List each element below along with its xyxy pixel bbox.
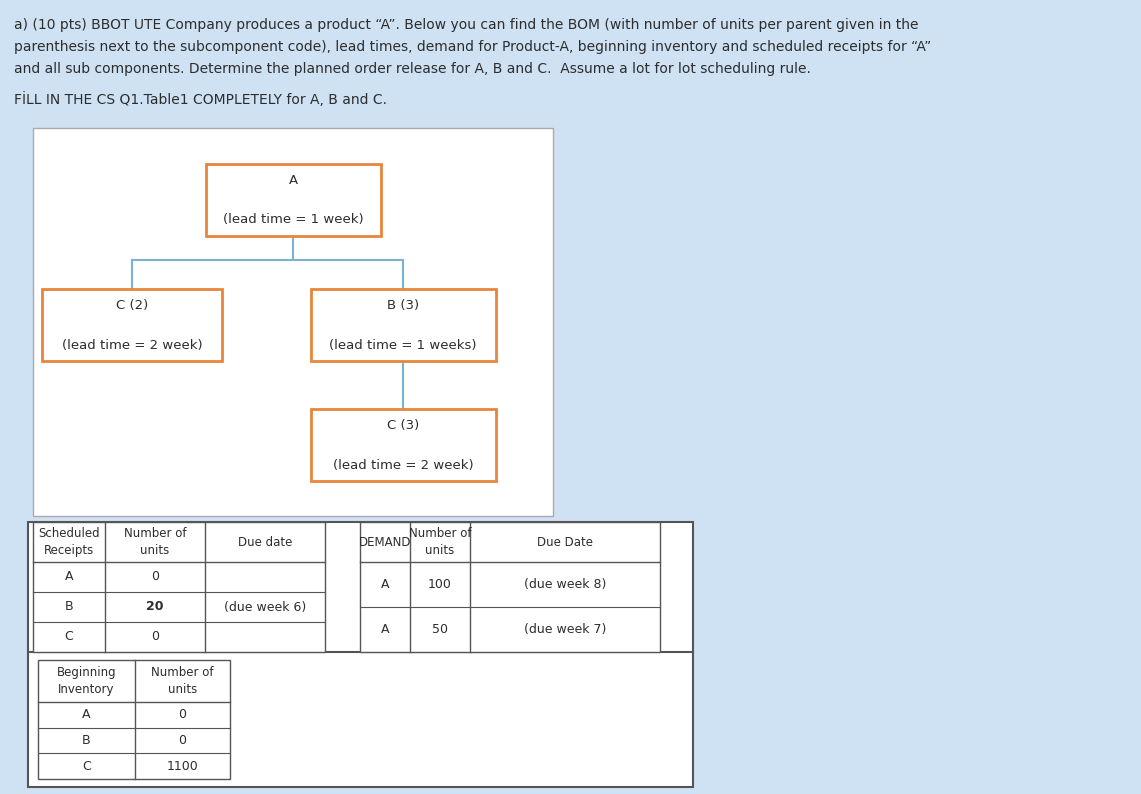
Text: Due date: Due date — [237, 535, 292, 549]
Text: parenthesis next to the subcomponent code), lead times, demand for Product-A, be: parenthesis next to the subcomponent cod… — [14, 40, 931, 54]
Text: Number of
units: Number of units — [123, 527, 186, 557]
Text: 1100: 1100 — [167, 760, 199, 773]
Text: A: A — [65, 571, 73, 584]
Text: 0: 0 — [151, 571, 159, 584]
Text: (due week 6): (due week 6) — [224, 600, 306, 614]
Text: C: C — [82, 760, 91, 773]
Bar — [29, 522, 693, 787]
Text: 20: 20 — [146, 600, 164, 614]
Text: Due Date: Due Date — [537, 535, 593, 549]
Text: DEMAND: DEMAND — [358, 535, 411, 549]
Text: B: B — [65, 600, 73, 614]
Text: C (3)

(lead time = 2 week): C (3) (lead time = 2 week) — [333, 418, 474, 472]
Bar — [33, 128, 553, 516]
Text: Beginning
Inventory: Beginning Inventory — [57, 666, 116, 696]
Bar — [33, 522, 325, 652]
Text: FİLL IN THE CS Q1.Table1 COMPLETELY for A, B and C.: FİLL IN THE CS Q1.Table1 COMPLETELY for … — [14, 92, 387, 107]
Text: C (2)

(lead time = 2 week): C (2) (lead time = 2 week) — [62, 299, 202, 352]
Bar — [310, 289, 495, 361]
Text: 50: 50 — [432, 623, 448, 636]
Bar — [38, 660, 230, 779]
Text: 0: 0 — [178, 708, 186, 721]
Text: A: A — [381, 578, 389, 591]
Text: Scheduled
Receipts: Scheduled Receipts — [38, 527, 99, 557]
Text: A

(lead time = 1 week): A (lead time = 1 week) — [222, 174, 363, 226]
Text: 0: 0 — [151, 630, 159, 643]
Bar — [310, 409, 495, 481]
Text: B: B — [82, 734, 91, 747]
Text: Number of
units: Number of units — [152, 666, 213, 696]
Text: Number of
units: Number of units — [408, 527, 471, 557]
Text: B (3)

(lead time = 1 weeks): B (3) (lead time = 1 weeks) — [330, 299, 477, 352]
Bar — [205, 164, 380, 236]
Text: (due week 7): (due week 7) — [524, 623, 606, 636]
Text: (due week 8): (due week 8) — [524, 578, 606, 591]
Text: 100: 100 — [428, 578, 452, 591]
Text: A: A — [82, 708, 91, 721]
Text: 0: 0 — [178, 734, 186, 747]
Bar — [42, 289, 222, 361]
Text: C: C — [65, 630, 73, 643]
Text: a) (10 pts) BBOT UTE Company produces a product “A”. Below you can find the BOM : a) (10 pts) BBOT UTE Company produces a … — [14, 18, 919, 32]
Bar — [361, 522, 659, 652]
Text: A: A — [381, 623, 389, 636]
Text: and all sub components. Determine the planned order release for A, B and C.  Ass: and all sub components. Determine the pl… — [14, 62, 811, 76]
